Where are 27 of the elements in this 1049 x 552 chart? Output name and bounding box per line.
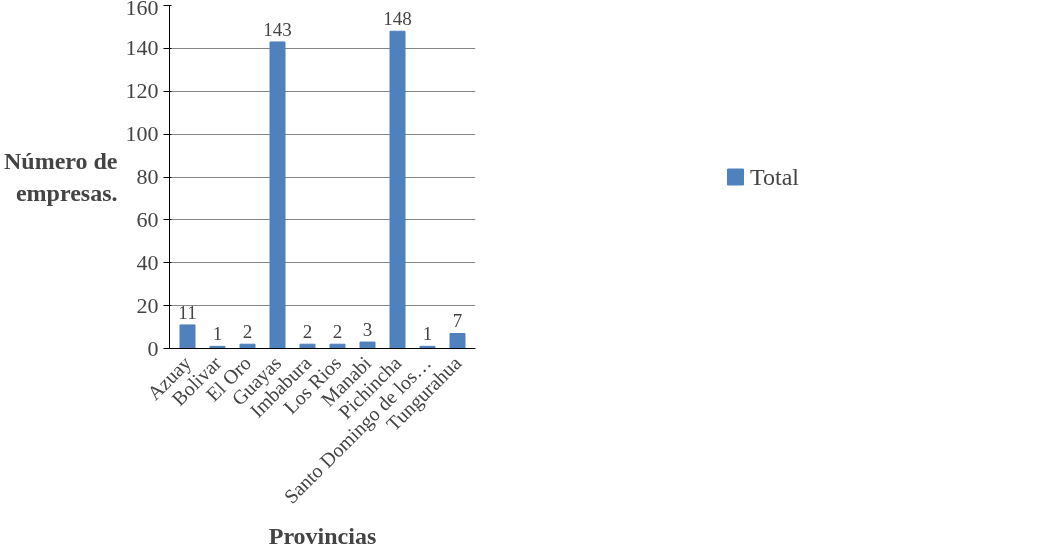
x-axis-title: Provincias bbox=[268, 523, 377, 550]
data-label: 2 bbox=[302, 321, 313, 343]
y-tick-label: 100 bbox=[125, 121, 159, 147]
bar bbox=[359, 341, 376, 349]
data-label: 148 bbox=[383, 8, 412, 30]
data-label: 2 bbox=[332, 321, 343, 343]
y-axis-title: Número de empresas. bbox=[3, 148, 118, 206]
y-tick-label: 0 bbox=[147, 335, 159, 361]
bar bbox=[269, 41, 286, 349]
data-label: 3 bbox=[362, 319, 373, 341]
data-label: 143 bbox=[263, 18, 292, 40]
data-label: 7 bbox=[452, 310, 463, 332]
bar bbox=[389, 30, 406, 349]
data-label: 11 bbox=[178, 301, 197, 323]
data-label: 2 bbox=[242, 321, 253, 343]
y-tick-label: 20 bbox=[136, 292, 159, 318]
y-tick-label: 60 bbox=[136, 206, 159, 232]
bar bbox=[179, 324, 196, 349]
data-label: 1 bbox=[212, 323, 223, 345]
bar bbox=[449, 332, 466, 349]
y-tick-label: 80 bbox=[136, 164, 159, 189]
data-label: 1 bbox=[422, 323, 433, 345]
legend-label: Total bbox=[750, 163, 799, 190]
y-tick-label: 160 bbox=[125, 0, 159, 20]
y-tick-label: 120 bbox=[125, 78, 159, 104]
y-tick-label: 140 bbox=[125, 35, 159, 61]
y-tick-label: 40 bbox=[136, 249, 159, 275]
